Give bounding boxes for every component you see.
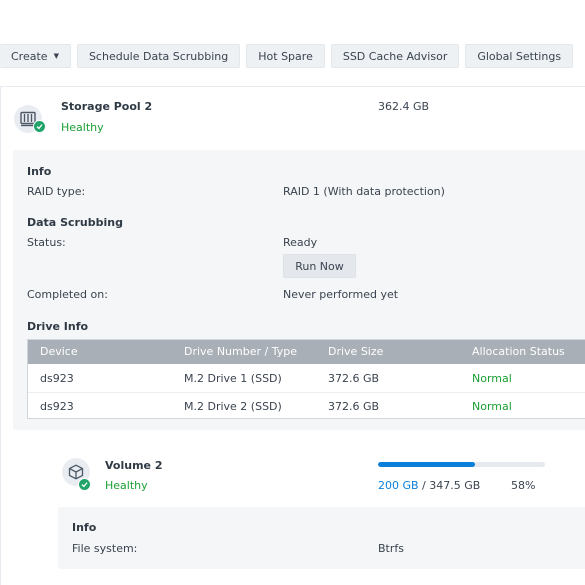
file-system-value: Btrfs	[378, 542, 404, 555]
col-drive-size[interactable]: Drive Size	[328, 345, 384, 358]
volume-usage-text: 200 GB / 347.5 GB	[378, 479, 480, 492]
scrubbing-status-label: Status:	[27, 236, 66, 249]
drive-number: M.2 Drive 1 (SSD)	[184, 372, 282, 385]
table-row[interactable]: ds923 M.2 Drive 1 (SSD) 372.6 GB Normal	[28, 365, 585, 392]
scrubbing-status-value: Ready	[283, 236, 318, 249]
raid-type-value: RAID 1 (With data protection)	[283, 185, 445, 198]
drive-size: 372.6 GB	[328, 372, 380, 385]
completed-on-value: Never performed yet	[283, 288, 399, 301]
hot-spare-button[interactable]: Hot Spare	[246, 44, 325, 68]
volume-used: 200 GB	[378, 479, 419, 492]
drive-size: 372.6 GB	[328, 400, 380, 413]
info-heading: Info	[27, 165, 52, 178]
volume-usage-bar	[378, 462, 545, 467]
drive-device: ds923	[40, 400, 74, 413]
create-button-label: Create	[11, 49, 48, 63]
drive-info-table: Device Drive Number / Type Drive Size Al…	[27, 339, 585, 419]
schedule-data-scrubbing-button[interactable]: Schedule Data Scrubbing	[76, 44, 241, 68]
volume-info-panel	[58, 507, 585, 569]
table-row[interactable]: ds923 M.2 Drive 2 (SSD) 372.6 GB Normal	[28, 392, 585, 419]
drive-table-header: Device Drive Number / Type Drive Size Al…	[28, 340, 585, 364]
pool-name: Storage Pool 2	[61, 100, 153, 113]
toolbar: Create ▼ Schedule Data Scrubbing Hot Spa…	[0, 44, 574, 68]
volume-info-heading: Info	[72, 521, 97, 534]
raid-type-label: RAID type:	[27, 185, 86, 198]
drive-device: ds923	[40, 372, 74, 385]
pool-size: 362.4 GB	[378, 100, 430, 113]
file-system-label: File system:	[72, 542, 138, 555]
chevron-down-icon: ▼	[53, 52, 59, 60]
pool-status: Healthy	[61, 121, 104, 134]
create-button[interactable]: Create ▼	[0, 44, 71, 68]
completed-on-label: Completed on:	[27, 288, 108, 301]
drive-number: M.2 Drive 2 (SSD)	[184, 400, 282, 413]
volume-usage-fill	[378, 462, 475, 467]
volume-name: Volume 2	[105, 459, 163, 472]
col-drive-number[interactable]: Drive Number / Type	[184, 345, 297, 358]
col-allocation-status[interactable]: Allocation Status	[472, 345, 565, 358]
volume-usage-percent: 58%	[511, 479, 536, 492]
drive-allocation: Normal	[472, 372, 512, 385]
global-settings-button[interactable]: Global Settings	[465, 44, 574, 68]
volume-total: / 347.5 GB	[418, 479, 481, 492]
col-device[interactable]: Device	[40, 345, 78, 358]
ssd-cache-advisor-button[interactable]: SSD Cache Advisor	[330, 44, 460, 68]
data-scrubbing-heading: Data Scrubbing	[27, 216, 123, 229]
run-now-button[interactable]: Run Now	[283, 254, 356, 278]
drive-info-heading: Drive Info	[27, 320, 89, 333]
healthy-check-icon	[33, 120, 46, 133]
healthy-check-icon	[78, 478, 91, 491]
drive-allocation: Normal	[472, 400, 512, 413]
volume-status: Healthy	[105, 479, 148, 492]
